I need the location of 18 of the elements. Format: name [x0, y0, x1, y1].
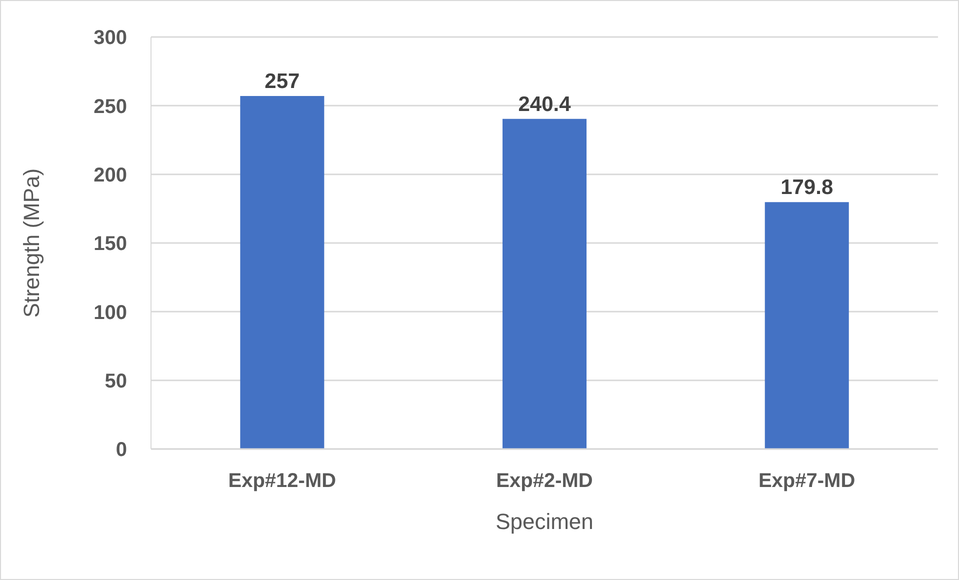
- bar: [502, 118, 587, 449]
- y-axis-title: Strength (MPa): [18, 168, 44, 318]
- data-label: 257: [264, 70, 300, 94]
- y-tick-label: 300: [94, 27, 127, 50]
- y-tick-label: 150: [94, 233, 127, 256]
- x-tick-label: Exp#7-MD: [758, 470, 856, 492]
- data-label: 179.8: [780, 176, 834, 200]
- x-tick-label: Exp#12-MD: [228, 470, 336, 492]
- y-tick-label: 250: [94, 96, 127, 118]
- y-tick-label: 100: [94, 302, 127, 324]
- x-tick-label: Exp#2-MD: [496, 470, 593, 492]
- bar: [764, 202, 849, 449]
- y-tick-label: 50: [104, 370, 127, 392]
- y-tick-label: 0: [116, 439, 127, 462]
- data-label: 240.4: [518, 92, 572, 116]
- x-axis-title: Specimen: [496, 509, 594, 534]
- y-tick-label: 200: [94, 164, 127, 186]
- bar: [240, 96, 324, 449]
